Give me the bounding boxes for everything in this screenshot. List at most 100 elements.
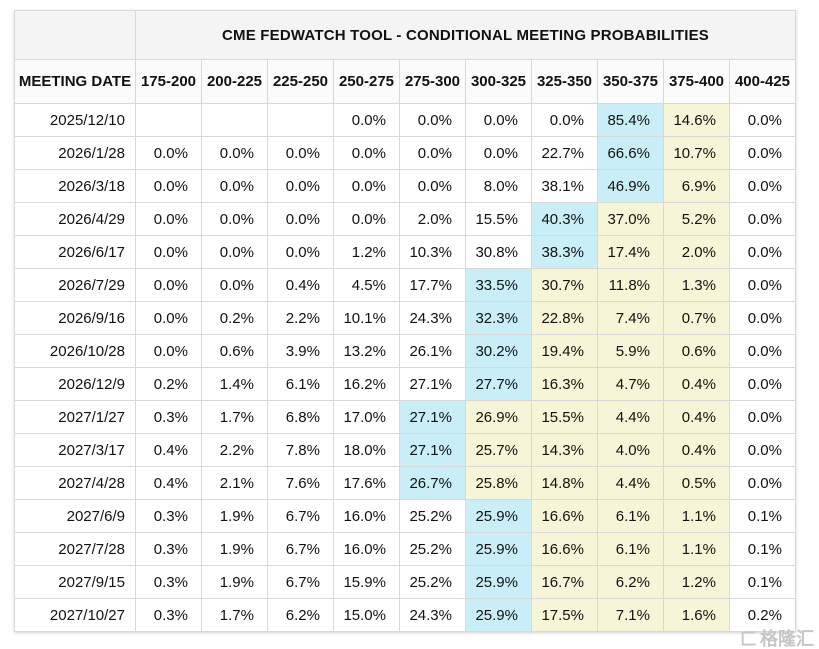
probability-cell: 0.0% [729,136,796,170]
probability-cell: 1.1% [663,499,730,533]
probability-cell: 1.1% [663,532,730,566]
column-header-meeting-date: MEETING DATE [14,59,136,104]
probability-cell: 0.0% [729,466,796,500]
probability-cell: 16.2% [333,367,400,401]
probability-cell: 22.7% [531,136,598,170]
probability-cell: 16.0% [333,532,400,566]
probability-cell: 0.0% [333,103,400,137]
probability-cell: 19.4% [531,334,598,368]
probability-cell: 30.7% [531,268,598,302]
probability-cell: 0.0% [267,136,334,170]
probability-cell: 0.0% [135,301,202,335]
probability-cell: 6.7% [267,532,334,566]
meeting-date-cell: 2026/9/16 [14,301,136,335]
watermark-label: 格隆汇 [760,629,814,649]
probability-cell: 4.7% [597,367,664,401]
probability-cell: 7.6% [267,466,334,500]
probability-cell: 1.9% [201,565,268,599]
probability-cell: 0.4% [135,433,202,467]
probability-cell: 0.0% [729,169,796,203]
probability-cell: 30.2% [465,334,532,368]
table-row: 2026/7/29 0.0% 0.0% 0.4% 4.5% 17.7% 33.5% 30.7%… [14,268,796,302]
probability-cell: 1.2% [333,235,400,269]
probability-cell: 27.1% [399,400,466,434]
probability-cell: 0.5% [663,466,730,500]
title-row: CME FEDWATCH TOOL - CONDITIONAL MEETING … [14,10,796,60]
probability-cell: 15.9% [333,565,400,599]
table-row: 2027/4/28 0.4% 2.1% 7.6% 17.6% 26.7% 25.8% 14.8… [14,466,796,500]
probability-cell: 1.3% [663,268,730,302]
probability-cell: 27.7% [465,367,532,401]
probability-cell: 2.2% [267,301,334,335]
table-row: 2027/3/17 0.4% 2.2% 7.8% 18.0% 27.1% 25.7% 14.3… [14,433,796,467]
probability-cell: 0.0% [465,103,532,137]
probability-cell: 0.2% [135,367,202,401]
probability-cell: 0.6% [663,334,730,368]
probability-cell: 0.0% [729,433,796,467]
probability-cell: 25.2% [399,532,466,566]
probability-cell: 0.0% [201,202,268,236]
meeting-date-cell: 2026/3/18 [14,169,136,203]
probability-cell: 0.0% [135,169,202,203]
probability-cell: 0.2% [729,598,796,632]
meeting-date-cell: 2027/7/28 [14,532,136,566]
meeting-date-cell: 2026/4/29 [14,202,136,236]
probability-cell: 17.7% [399,268,466,302]
probability-cell: 0.3% [135,565,202,599]
probability-cell: 27.1% [399,367,466,401]
probability-cell: 30.8% [465,235,532,269]
probability-cell: 26.1% [399,334,466,368]
probability-cell: 25.9% [465,598,532,632]
probability-cell: 0.4% [663,433,730,467]
table-row: 2027/7/28 0.3% 1.9% 6.7% 16.0% 25.2% 25.9% 16.6… [14,532,796,566]
probability-cell [201,103,268,137]
probability-cell: 25.2% [399,565,466,599]
probability-cell: 1.6% [663,598,730,632]
probability-cell: 6.8% [267,400,334,434]
probability-cell: 4.5% [333,268,400,302]
meeting-date-cell: 2026/10/28 [14,334,136,368]
table-row: 2027/6/9 0.3% 1.9% 6.7% 16.0% 25.2% 25.9% 16.6%… [14,499,796,533]
meeting-date-cell: 2025/12/10 [14,103,136,137]
probability-cell: 0.3% [135,499,202,533]
probability-cell: 10.7% [663,136,730,170]
probability-cell: 0.0% [399,169,466,203]
probability-cell: 6.2% [267,598,334,632]
probability-cell: 38.3% [531,235,598,269]
probability-cell: 25.2% [399,499,466,533]
probability-cell: 16.3% [531,367,598,401]
probability-cell: 6.1% [597,499,664,533]
meeting-date-cell: 2027/3/17 [14,433,136,467]
probability-cell: 6.7% [267,565,334,599]
fedwatch-table-container: CME FEDWATCH TOOL - CONDITIONAL MEETING … [14,10,796,632]
probability-cell: 2.2% [201,433,268,467]
meeting-date-cell: 2026/6/17 [14,235,136,269]
table-row: 2026/6/17 0.0% 0.0% 0.0% 1.2% 10.3% 30.8% 38.3%… [14,235,796,269]
probability-cell: 1.9% [201,532,268,566]
column-header-rate-bin: 275-300 [399,59,466,104]
meeting-date-cell: 2027/9/15 [14,565,136,599]
column-header-rate-bin: 175-200 [135,59,202,104]
probability-cell: 5.9% [597,334,664,368]
probability-cell: 24.3% [399,301,466,335]
gelonghui-logo-icon: 匚 [740,629,757,649]
probability-cell: 33.5% [465,268,532,302]
table-row: 2027/1/27 0.3% 1.7% 6.8% 17.0% 27.1% 26.9% 15.5… [14,400,796,434]
meeting-date-cell: 2027/4/28 [14,466,136,500]
probability-cell: 25.9% [465,565,532,599]
probability-cell: 15.5% [531,400,598,434]
probability-cell: 0.0% [333,136,400,170]
probability-cell: 32.3% [465,301,532,335]
probability-cell: 0.0% [135,268,202,302]
column-header-rate-bin: 400-425 [729,59,796,104]
probability-cell: 0.6% [201,334,268,368]
probability-cell: 0.1% [729,499,796,533]
probability-cell: 7.4% [597,301,664,335]
probability-cell: 0.0% [201,169,268,203]
probability-cell: 0.0% [399,103,466,137]
probability-cell: 0.4% [135,466,202,500]
probability-cell: 0.4% [663,367,730,401]
probability-cell: 8.0% [465,169,532,203]
probability-cell: 0.0% [729,400,796,434]
